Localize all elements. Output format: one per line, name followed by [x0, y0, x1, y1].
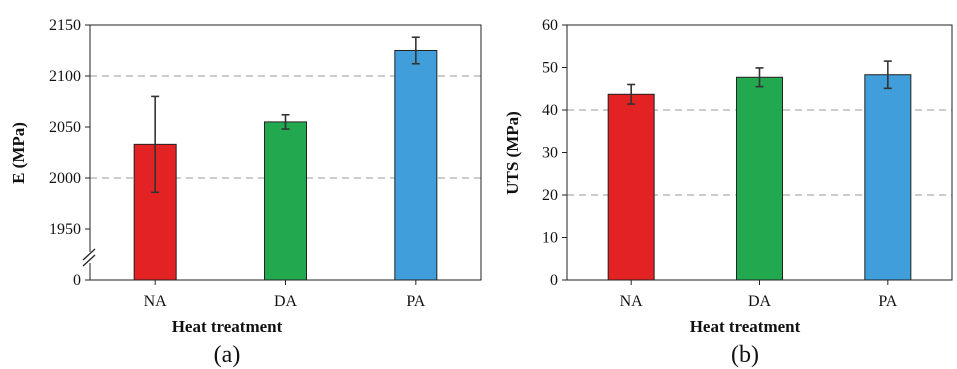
- panel-b-y-ticks: 0 10 20 30 40 50 60: [542, 17, 567, 289]
- panel-b-x-axis-title: Heat treatment: [690, 317, 801, 336]
- panel-a-x-ticks: NA DA PA: [144, 280, 426, 310]
- x-tick-label: PA: [406, 293, 425, 310]
- panel-a-y-axis-title: E (MPa): [9, 122, 28, 184]
- y-tick-label: 2000: [49, 170, 81, 187]
- x-tick-label: DA: [748, 293, 772, 310]
- y-tick-label: 0: [550, 272, 558, 289]
- bar-da: [264, 121, 307, 281]
- axis-break-slash: [82, 254, 96, 267]
- bar-na: [607, 93, 655, 281]
- y-tick-label: 10: [542, 230, 558, 247]
- panel-b-bars: [607, 74, 912, 281]
- panel-b-uts-chart: 0 10 20 30 40 50 60 NA DA PA UTS (MPa) Heat trea…: [503, 17, 953, 368]
- y-tick-label: 2100: [49, 68, 81, 85]
- y-tick-label: 40: [542, 102, 558, 119]
- bar-pa: [394, 50, 438, 281]
- y-tick-label: 1950: [49, 221, 81, 238]
- y-tick-label: 2050: [49, 119, 81, 136]
- y-tick-label: 50: [542, 60, 558, 77]
- y-tick-label: 2150: [49, 17, 81, 34]
- panel-a-e-modulus-chart: 0 1950 2000 2050 2100 2150 NA DA PA E (MPa) Hea…: [9, 17, 482, 368]
- axis-break-gap: [83, 252, 97, 263]
- x-tick-label: NA: [620, 293, 644, 310]
- panel-b-y-axis-title: UTS (MPa): [503, 111, 522, 195]
- panel-a-x-axis-title: Heat treatment: [172, 317, 283, 336]
- panel-a-label: (a): [214, 342, 241, 368]
- panel-a-error-bars: [151, 36, 420, 194]
- x-tick-label: DA: [274, 293, 298, 310]
- panel-b-error-bars: [627, 60, 892, 105]
- x-tick-label: NA: [144, 293, 168, 310]
- panel-b-x-ticks: NA DA PA: [620, 280, 898, 310]
- y-tick-label: 60: [542, 17, 558, 34]
- bar-da: [736, 76, 783, 281]
- bar-pa: [864, 74, 912, 281]
- y-tick-label: 30: [542, 145, 558, 162]
- y-tick-label: 20: [542, 187, 558, 204]
- axis-break-slash: [82, 248, 96, 261]
- panel-b-label: (b): [731, 342, 759, 368]
- x-tick-label: PA: [878, 293, 897, 310]
- panel-a-bars: [133, 50, 438, 281]
- panel-a-axis-break-mark: [82, 248, 97, 267]
- y-tick-label: 0: [73, 272, 81, 289]
- panel-a-y-ticks: 0 1950 2000 2050 2100 2150: [49, 17, 90, 289]
